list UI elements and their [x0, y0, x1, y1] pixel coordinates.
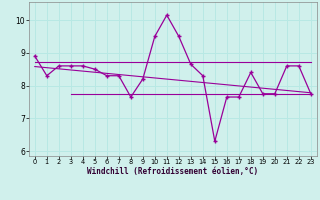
X-axis label: Windchill (Refroidissement éolien,°C): Windchill (Refroidissement éolien,°C)	[87, 167, 258, 176]
